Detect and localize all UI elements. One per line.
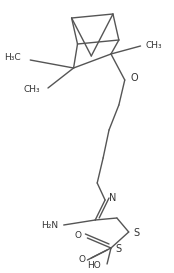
Text: O: O (74, 232, 81, 241)
Text: N: N (109, 193, 116, 203)
Text: O: O (131, 73, 138, 83)
Text: S: S (134, 228, 140, 238)
Text: CH₃: CH₃ (23, 85, 40, 94)
Text: H₃C: H₃C (4, 54, 20, 63)
Text: O: O (78, 256, 85, 265)
Text: H₂N: H₂N (41, 221, 58, 230)
Text: CH₃: CH₃ (145, 41, 162, 51)
Text: HO: HO (87, 262, 101, 271)
Text: S: S (115, 244, 121, 254)
